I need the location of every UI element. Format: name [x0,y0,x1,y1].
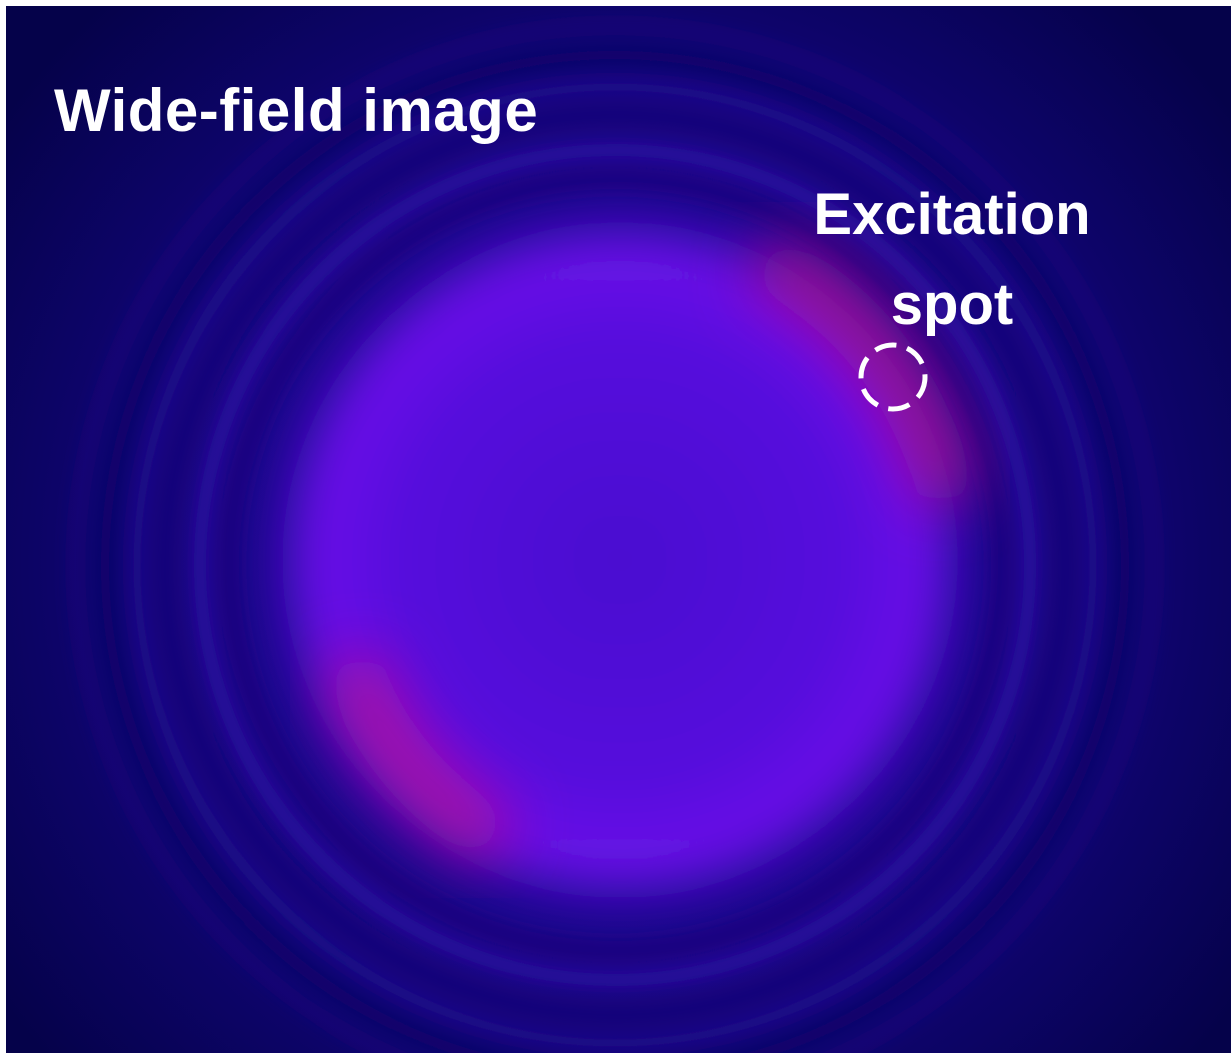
image-title: Wide-field image [54,76,538,145]
page: {"title": "Wide-field image", "annotatio… [0,0,1231,1057]
wide-field-image [6,6,1231,1053]
annotation: Excitation spot [760,170,1144,350]
image-frame [6,6,1231,1053]
